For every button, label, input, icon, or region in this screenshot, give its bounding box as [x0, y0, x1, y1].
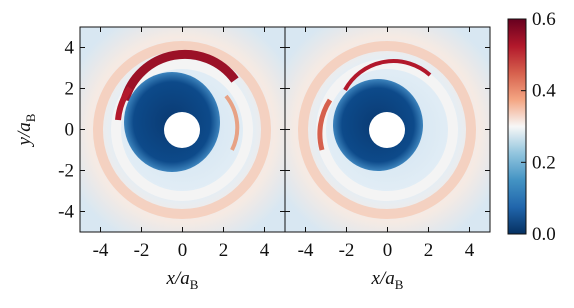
- heatmap-field: [80, 27, 285, 232]
- colorbar: [507, 18, 527, 235]
- x-axis-label: x/aB: [371, 268, 404, 292]
- x-axis-label-sub: B: [190, 277, 199, 292]
- colorbar-tick-label: 0.0: [532, 224, 556, 245]
- x-axis-label-main: x/a: [166, 268, 190, 289]
- x-axis-label-main: x/a: [371, 268, 395, 289]
- x-tick-label: -2: [339, 240, 355, 261]
- x-tick-label: 2: [219, 240, 229, 261]
- heatmap-field: [285, 27, 490, 232]
- colorbar-tick-label: 0.6: [532, 9, 556, 30]
- x-tick-label: -2: [134, 240, 150, 261]
- y-axis-label-main: y/a: [14, 122, 35, 147]
- y-tick-label: -4: [58, 202, 74, 223]
- x-tick-label: 4: [260, 240, 270, 261]
- x-tick-label: -4: [93, 240, 109, 261]
- y-axis-label-sub: B: [23, 113, 38, 122]
- y-tick-label: -2: [58, 161, 74, 182]
- colorbar-tick-label: 0.4: [532, 81, 556, 102]
- x-tick-label: 0: [383, 240, 393, 261]
- x-tick-label: 4: [465, 240, 475, 261]
- x-tick-label: -4: [298, 240, 314, 261]
- y-tick-label: 2: [65, 79, 75, 100]
- colorbar-tick-label: 0.2: [532, 152, 556, 173]
- x-tick-label: 0: [178, 240, 188, 261]
- x-axis-label-sub: B: [395, 277, 404, 292]
- y-tick-label: 4: [65, 38, 75, 59]
- x-tick-label: 2: [424, 240, 434, 261]
- x-axis-label: x/aB: [166, 268, 199, 292]
- y-tick-label: 0: [65, 120, 75, 141]
- y-axis-label: y/aB: [14, 113, 38, 147]
